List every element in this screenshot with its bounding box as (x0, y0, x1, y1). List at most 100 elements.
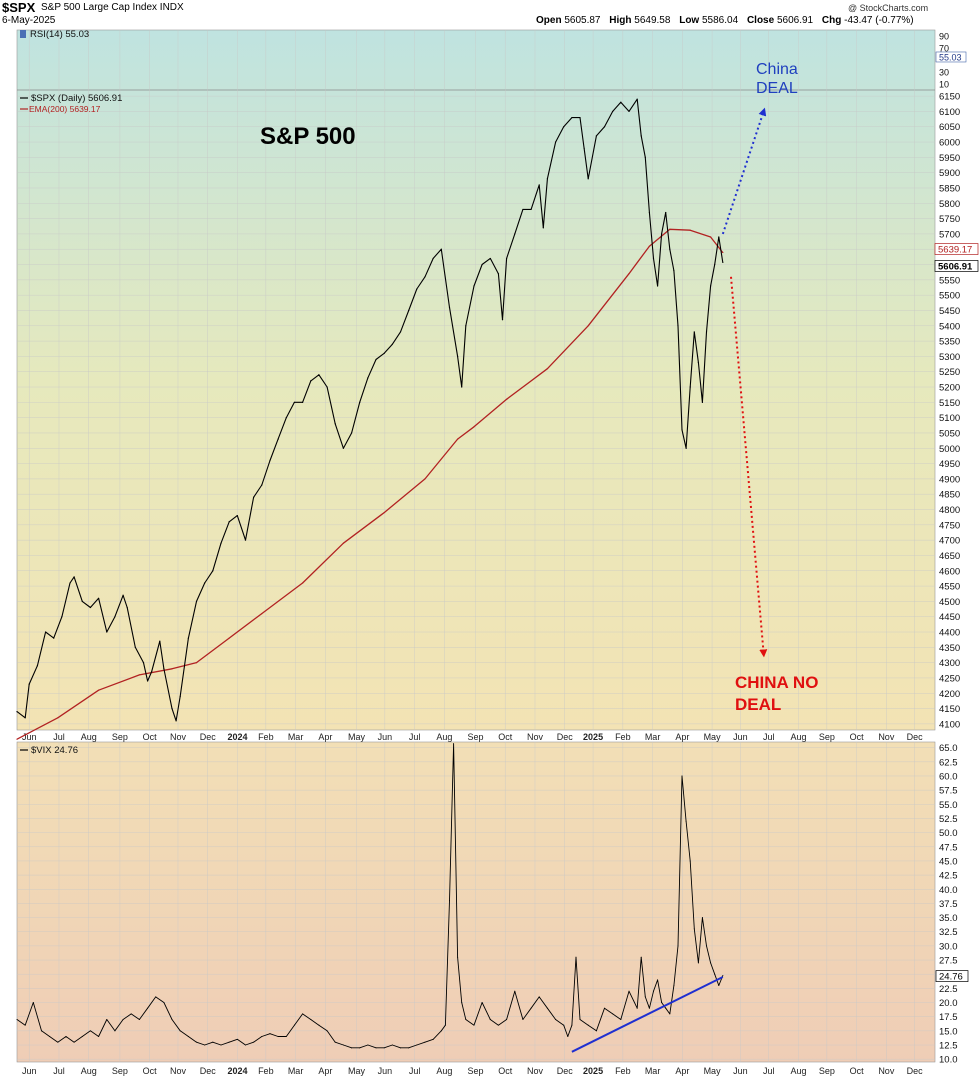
china-deal-arrow (721, 107, 767, 235)
spx-price-point (204, 582, 206, 584)
price-value-tag-box (934, 243, 979, 255)
vix-point (563, 1024, 565, 1026)
vix-month-label: 2025 (583, 1066, 603, 1076)
price-month-label: Jun (22, 732, 37, 742)
vix-point (16, 1019, 18, 1021)
vix-point (408, 1047, 410, 1049)
ema200-point (669, 228, 671, 230)
ema200-point (383, 511, 385, 514)
price-y-tick: 4700 (939, 536, 960, 547)
vix-point (538, 996, 540, 998)
vix-point (253, 1041, 255, 1043)
vix-point (689, 860, 691, 862)
ema200-point (16, 738, 18, 740)
price-month-label: Apr (318, 732, 332, 742)
price-y-tick: 5150 (939, 398, 960, 409)
vix-month-label: Dec (200, 1066, 217, 1076)
vix-point (89, 1030, 91, 1032)
high-label: High (609, 15, 632, 26)
chg-label: Chg (821, 15, 842, 26)
vix-month-label: Jun (22, 1066, 37, 1076)
chg-value: -43.47 (-0.77%) (844, 15, 914, 26)
chart-date: 6-May-2025 (2, 15, 56, 26)
vix-point (236, 1038, 238, 1040)
spx-price-point (465, 325, 467, 327)
vix-month-label: Jul (763, 1066, 775, 1076)
spx-price-point (326, 386, 328, 388)
ema200-point (171, 668, 173, 670)
spx-price-point (24, 717, 26, 719)
price-month-label: Apr (675, 732, 689, 742)
vix-point (718, 985, 720, 987)
vix-month-label: Sep (467, 1066, 483, 1076)
vix-month-label: Oct (498, 1066, 513, 1076)
spx-price-point (673, 270, 675, 272)
vix-y-tick: 12.5 (939, 1041, 958, 1052)
vix-point (497, 1024, 499, 1026)
vix-point (351, 1047, 353, 1049)
vix-legend: $VIX 24.76 (31, 745, 78, 756)
vix-point (187, 1036, 189, 1038)
vix-point (489, 1019, 491, 1021)
price-value-tag: 5606.91 (938, 261, 973, 272)
vix-y-tick: 57.5 (939, 786, 958, 797)
price-y-tick: 4600 (939, 566, 960, 577)
price-y-tick: 6100 (939, 107, 960, 118)
vix-y-tick: 10.0 (939, 1055, 958, 1066)
rsi-y-tick: 10 (939, 80, 949, 90)
spx-price-point (554, 141, 557, 143)
vix-point (212, 1041, 214, 1043)
price-y-tick: 4500 (939, 597, 960, 608)
ohlc-readout: Open 5605.87 High 5649.58 Low 5586.04 Cl… (536, 15, 920, 26)
vix-point (171, 1019, 173, 1021)
price-y-tick: 6150 (939, 92, 960, 103)
vix-y-tick: 62.5 (939, 757, 958, 768)
price-y-tick: 4350 (939, 643, 960, 654)
price-month-label: 2024 (227, 732, 247, 742)
vix-point (383, 1047, 385, 1049)
vix-point (555, 1019, 557, 1021)
price-y-tick: 4800 (939, 505, 960, 516)
spx-price-point (151, 671, 153, 673)
vix-y-tick: 52.5 (939, 814, 958, 825)
price-month-label: Sep (112, 732, 128, 742)
price-month-label: Aug (81, 732, 97, 742)
vix-point (706, 945, 708, 947)
vix-month-label: Sep (112, 1066, 128, 1076)
spx-price-point (122, 594, 124, 596)
vix-month-label: Jul (409, 1066, 421, 1076)
vix-month-label: Dec (557, 1066, 574, 1076)
spx-price-point (644, 156, 646, 158)
vix-point (293, 1024, 295, 1026)
price-y-tick: 5400 (939, 321, 960, 332)
vix-month-label: Aug (436, 1066, 452, 1076)
ema200-point (261, 613, 263, 615)
vix-point (546, 1007, 548, 1009)
spx-price-line (16, 98, 724, 722)
price-y-tick: 4100 (939, 719, 960, 730)
vix-point (424, 1041, 426, 1043)
price-y-tick: 6000 (939, 138, 960, 149)
vix-point (575, 956, 577, 958)
vix-y-tick: 32.5 (939, 927, 958, 938)
spx-price-point (501, 319, 504, 321)
price-month-label: Sep (819, 732, 835, 742)
vix-month-label: Nov (878, 1066, 895, 1076)
spx-price-point (722, 261, 724, 264)
rsi-y-tick: 30 (939, 68, 949, 78)
vix-y-tick: 45.0 (939, 856, 958, 867)
vix-month-label: Jul (53, 1066, 65, 1076)
ema200-point (228, 637, 230, 639)
vix-point (196, 1041, 198, 1043)
low-value: 5586.04 (702, 15, 739, 26)
ema200-point (342, 542, 344, 544)
spx-price-point (457, 355, 459, 358)
spx-price-point (391, 343, 393, 345)
china-no-deal-arrow (730, 276, 768, 658)
vix-panel-background (16, 741, 936, 1063)
vix-point (461, 1002, 463, 1004)
ema200-point (710, 236, 712, 238)
vix-point (32, 1002, 34, 1004)
spx-price-point (142, 662, 145, 664)
vix-point (147, 1007, 149, 1009)
